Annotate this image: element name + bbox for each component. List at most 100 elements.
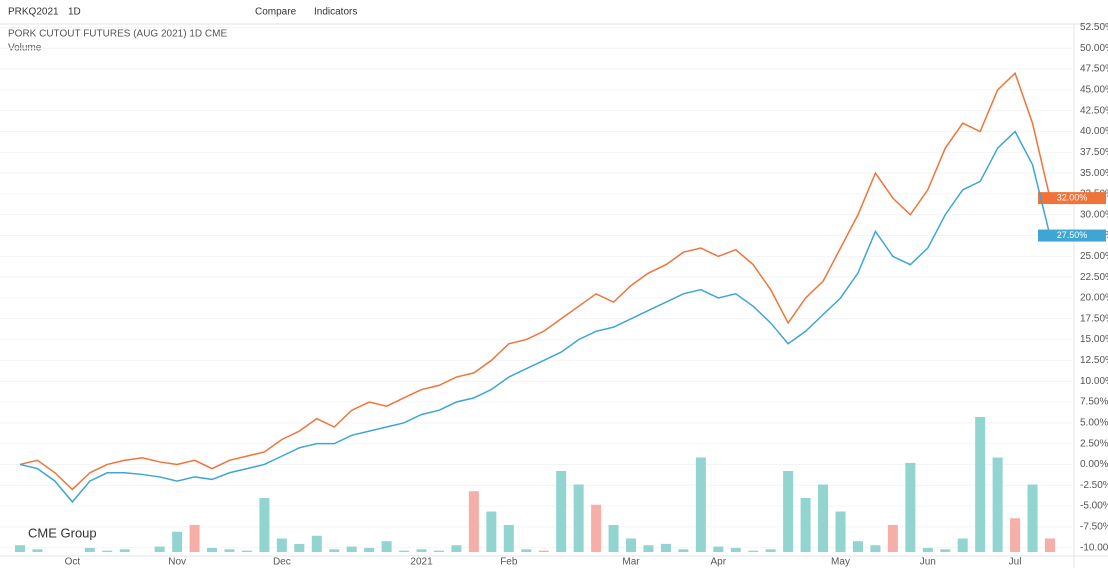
symbol[interactable]: PRKQ2021 bbox=[8, 7, 59, 18]
y-tick-label: 30.00% bbox=[1080, 209, 1108, 220]
volume-bar bbox=[346, 546, 357, 552]
volume-bar bbox=[765, 549, 776, 552]
x-tick-label: May bbox=[831, 557, 850, 568]
y-tick-label: 37.50% bbox=[1080, 147, 1108, 158]
volume-bar bbox=[399, 550, 410, 552]
compare[interactable]: Compare bbox=[255, 7, 297, 18]
volume-bar bbox=[626, 538, 637, 552]
volume-bar bbox=[451, 545, 462, 552]
volume-bar bbox=[678, 549, 689, 552]
volume-bar bbox=[276, 538, 287, 552]
volume-bar bbox=[870, 545, 881, 552]
volume-bar bbox=[1045, 538, 1055, 552]
volume-bar bbox=[311, 535, 322, 552]
volume-bar bbox=[486, 511, 497, 552]
volume-bar bbox=[992, 457, 1003, 552]
x-tick-label: Feb bbox=[500, 557, 518, 568]
y-tick-label: 12.50% bbox=[1080, 355, 1108, 366]
volume-bar bbox=[207, 547, 218, 552]
volume-bar bbox=[119, 549, 130, 552]
y-tick-label: -10.00% bbox=[1080, 542, 1108, 553]
y-tick-label: -5.00% bbox=[1080, 501, 1108, 512]
volume-bar bbox=[748, 550, 759, 552]
volume-bar bbox=[975, 417, 986, 552]
volume-bar bbox=[922, 547, 933, 552]
volume-bar bbox=[468, 491, 479, 552]
last-value-label: 32.00% bbox=[1057, 192, 1088, 202]
volume-bar bbox=[713, 546, 724, 552]
volume-bar bbox=[800, 498, 811, 552]
volume-bar bbox=[154, 546, 165, 552]
volume-bar bbox=[172, 531, 183, 552]
volume-bar bbox=[573, 484, 584, 552]
x-tick-label: Dec bbox=[273, 557, 291, 568]
y-tick-label: 52.50% bbox=[1080, 22, 1108, 33]
volume-bar bbox=[329, 549, 340, 552]
volume-bar bbox=[887, 525, 898, 552]
volume-bar bbox=[538, 550, 549, 552]
volume-bar bbox=[818, 484, 829, 552]
volume-bar bbox=[905, 462, 916, 552]
volume-bar bbox=[835, 511, 846, 552]
volume-bar bbox=[32, 549, 43, 552]
volume-bar bbox=[259, 498, 270, 552]
y-tick-label: 2.50% bbox=[1080, 438, 1108, 449]
volume-bar bbox=[433, 550, 444, 552]
indicators[interactable]: Indicators bbox=[314, 7, 357, 18]
x-tick-label: Mar bbox=[622, 557, 640, 568]
volume-bar bbox=[783, 471, 794, 552]
toolbar bbox=[0, 0, 1108, 24]
y-tick-label: 7.50% bbox=[1080, 397, 1108, 408]
y-tick-label: 5.00% bbox=[1080, 417, 1108, 428]
volume-bar bbox=[591, 504, 602, 552]
volume-bar bbox=[15, 545, 25, 552]
y-tick-label: 25.00% bbox=[1080, 251, 1108, 262]
volume-bar bbox=[503, 525, 514, 552]
y-tick-label: 40.00% bbox=[1080, 126, 1108, 137]
x-tick-label: Jun bbox=[920, 557, 936, 568]
volume-bar bbox=[556, 471, 567, 552]
line bbox=[19, 71, 1051, 491]
volume-bar bbox=[521, 549, 532, 552]
volume-bar bbox=[940, 549, 951, 552]
last-value-label: 27.50% bbox=[1057, 230, 1088, 240]
y-tick-label: 17.50% bbox=[1080, 313, 1108, 324]
y-tick-label: 20.00% bbox=[1080, 293, 1108, 304]
watermark: CME Group bbox=[28, 525, 97, 540]
volume-bar bbox=[294, 543, 305, 552]
y-tick-label: 10.00% bbox=[1080, 376, 1108, 387]
interval[interactable]: 1D bbox=[68, 7, 81, 18]
volume-bar bbox=[608, 525, 619, 552]
y-tick-label: 15.00% bbox=[1080, 334, 1108, 345]
line bbox=[19, 130, 1051, 504]
y-tick-label: 45.00% bbox=[1080, 85, 1108, 96]
x-tick-label: Oct bbox=[65, 557, 81, 568]
y-tick-label: 47.50% bbox=[1080, 64, 1108, 75]
y-tick-label: 50.00% bbox=[1080, 43, 1108, 54]
volume-bar bbox=[189, 525, 200, 552]
volume-bar bbox=[852, 541, 863, 552]
volume-bar bbox=[102, 550, 113, 552]
volume-bar bbox=[84, 547, 95, 552]
y-tick-label: 42.50% bbox=[1080, 105, 1108, 116]
volume-bar bbox=[660, 543, 671, 552]
y-tick-label: 0.00% bbox=[1080, 459, 1108, 470]
y-tick-label: 35.00% bbox=[1080, 168, 1108, 179]
volume-bar bbox=[1010, 518, 1021, 552]
last-value-box bbox=[1038, 192, 1106, 205]
y-tick-label: -7.50% bbox=[1080, 522, 1108, 533]
legend-title: PORK CUTOUT FUTURES (AUG 2021) 1D CME bbox=[8, 29, 227, 40]
last-value-box bbox=[1038, 229, 1106, 242]
y-tick-label: -2.50% bbox=[1080, 480, 1108, 491]
volume-bar bbox=[1027, 484, 1038, 552]
volume-bar bbox=[381, 541, 392, 552]
volume-bar bbox=[241, 550, 252, 552]
volume-bar bbox=[643, 545, 654, 552]
y-tick-label: 22.50% bbox=[1080, 272, 1108, 283]
x-tick-label: 2021 bbox=[410, 557, 433, 568]
volume-bar bbox=[730, 547, 741, 552]
x-tick-label: Apr bbox=[711, 557, 727, 568]
volume-bar bbox=[364, 547, 375, 552]
volume-bar bbox=[416, 549, 427, 552]
